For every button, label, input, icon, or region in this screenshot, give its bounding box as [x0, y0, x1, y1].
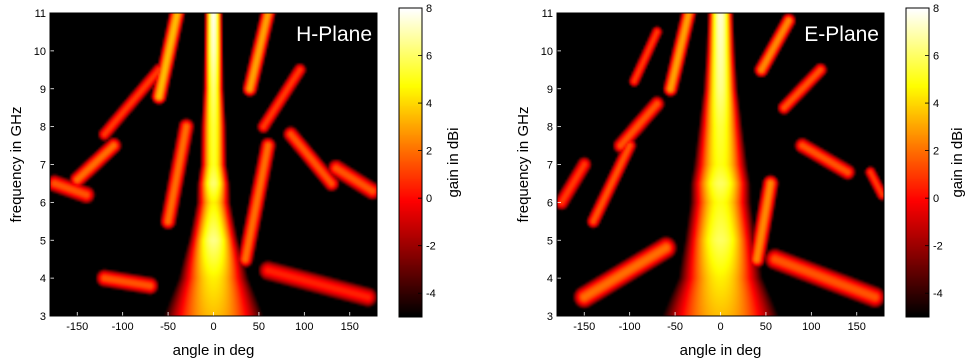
e-plane-y-tick-label: 8 [547, 122, 553, 134]
e-plane-y-tick-label: 3 [547, 311, 553, 323]
h-plane-x-tick-label: -150 [66, 321, 88, 333]
e-plane-y-tick-label: 9 [547, 84, 553, 96]
h-plane-y-tick-label: 7 [40, 160, 46, 172]
h-plane-x-tick-label: 150 [341, 321, 359, 333]
e-plane-colorbar-ticks: -4 -2 0 2 4 6 8 [925, 3, 943, 300]
e-plane-y-axis-label: frequency in GHz [515, 107, 532, 223]
e-plane-colorbar-tick-label: -4 [933, 288, 943, 300]
e-plane-colorbar [906, 8, 929, 317]
e-plane-colorbar-tick-label: 4 [933, 98, 939, 110]
h-plane-colorbar-tick-label: 6 [426, 51, 432, 63]
h-plane-heatmap [50, 13, 377, 316]
e-plane-y-tick-label: 5 [547, 235, 553, 247]
e-plane-axes-box [556, 12, 885, 317]
h-plane-colorbar-tick-label: 2 [426, 146, 432, 158]
h-plane-y-tick-label: 5 [40, 235, 46, 247]
h-plane-colorbar-label: gain in dBi [445, 127, 462, 197]
h-plane-colorbar-frame [398, 7, 423, 318]
e-plane-colorbar-label: gain in dBi [949, 127, 966, 197]
e-plane-x-axis-label: angle in deg [680, 342, 762, 359]
e-plane-y-tick-label: 10 [541, 46, 553, 58]
h-plane-x-axis-label: angle in deg [173, 342, 255, 359]
e-plane-y-tick-label: 6 [547, 197, 553, 209]
e-plane-title: E-Plane [804, 23, 879, 46]
e-plane-colorbar-tick-label: 2 [933, 146, 939, 158]
h-plane-x-tick-label: 50 [253, 321, 265, 333]
h-plane-y-tick-label: 11 [35, 8, 46, 20]
h-plane-colorbar-tick-label: -4 [426, 288, 436, 300]
e-plane-x-tick-label: 0 [717, 321, 723, 333]
e-plane-colorbar-tick-label: -2 [933, 241, 943, 253]
e-plane-x-tick-label: 150 [848, 321, 866, 333]
e-plane-colorbar-tick-label: 0 [933, 193, 939, 205]
h-plane-axis-ticks: -150 -100 -50 0 50 100 150 3 4 5 6 7 8 9 10 11 [34, 8, 359, 333]
e-plane-x-tick-label: -150 [573, 321, 595, 333]
h-plane-y-tick-label: 6 [40, 197, 46, 209]
e-plane-x-tick-label: 100 [802, 321, 820, 333]
e-plane-colorbar-tick-label: 6 [933, 51, 939, 63]
h-plane-colorbar-tick-label: 8 [426, 3, 432, 15]
e-plane-axis-ticks: -150 -100 -50 0 50 100 150 3 4 5 6 7 8 9 10 11 [541, 8, 866, 333]
h-plane-y-tick-label: 4 [40, 273, 46, 285]
h-plane-x-tick-label: -50 [160, 321, 176, 333]
h-plane-y-axis-label: frequency in GHz [8, 107, 25, 223]
e-plane-colorbar-tick-label: 8 [933, 3, 939, 15]
e-plane-x-tick-label: -50 [667, 321, 683, 333]
h-plane-y-tick-label: 8 [40, 122, 46, 134]
e-plane-x-tick-label: -100 [619, 321, 641, 333]
h-plane-y-tick-label: 3 [40, 311, 46, 323]
h-plane-x-tick-label: -100 [112, 321, 134, 333]
h-plane-colorbar-tick-label: 4 [426, 98, 432, 110]
e-plane-x-tick-label: 50 [760, 321, 772, 333]
e-plane-colorbar-frame [905, 7, 930, 318]
h-plane-colorbar-tick-label: -2 [426, 241, 436, 253]
h-plane-axes-box [49, 12, 378, 317]
h-plane-title: H-Plane [296, 23, 372, 46]
h-plane-y-tick-label: 9 [40, 84, 46, 96]
h-plane-x-tick-label: 0 [210, 321, 216, 333]
h-plane-x-tick-label: 100 [295, 321, 313, 333]
e-plane-y-tick-label: 4 [547, 273, 553, 285]
e-plane-y-tick-label: 7 [547, 160, 553, 172]
h-plane-colorbar-ticks: -4 -2 0 2 4 6 8 [418, 3, 436, 300]
h-plane-y-tick-label: 10 [34, 46, 46, 58]
h-plane-colorbar-tick-label: 0 [426, 193, 432, 205]
e-plane-y-tick-label: 11 [542, 8, 553, 20]
h-plane-colorbar [399, 8, 422, 317]
e-plane-heatmap [557, 13, 884, 316]
